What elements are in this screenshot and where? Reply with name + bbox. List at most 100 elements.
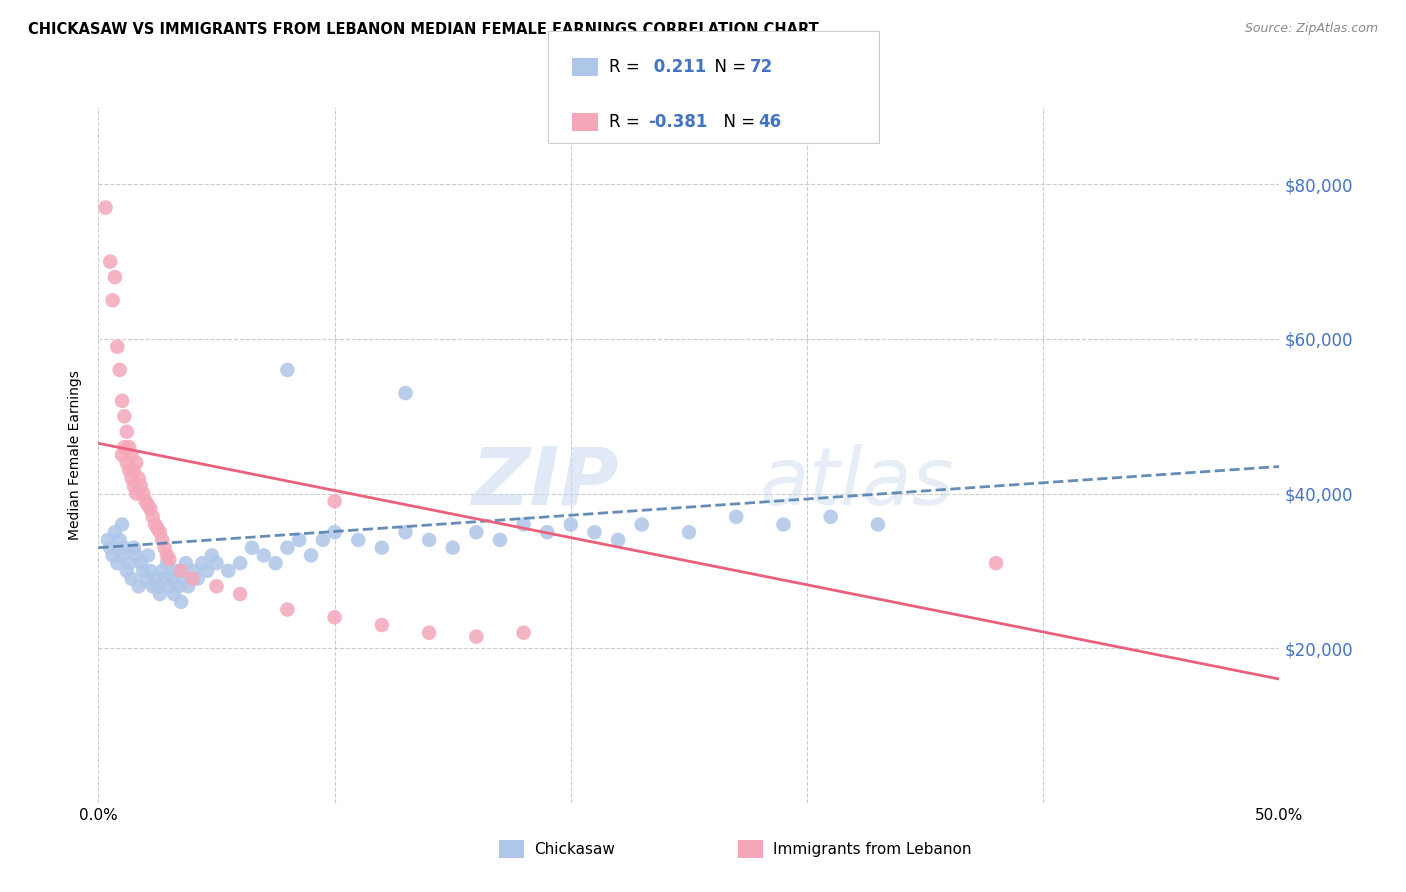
Point [177,579,200,593]
Point [98,541,121,555]
Point [115,456,138,470]
Point [174,556,197,570]
Point [118,556,141,570]
Point [772,517,794,532]
Point [94,201,117,215]
Point [276,602,298,616]
Point [125,456,148,470]
Point [142,509,165,524]
Point [122,541,145,555]
Point [165,564,187,578]
Point [118,463,141,477]
Point [150,564,173,578]
Point [121,448,143,462]
Point [489,533,512,547]
Point [240,541,263,555]
Text: atlas: atlas [759,443,955,522]
Point [191,556,214,570]
Text: 0.211: 0.211 [648,58,706,76]
Point [583,525,606,540]
Point [122,479,145,493]
Point [128,579,150,593]
Point [153,541,176,555]
Point [323,494,346,508]
Point [170,595,193,609]
Point [132,486,155,500]
Point [465,525,488,540]
Point [111,448,134,462]
Point [105,340,128,354]
Point [418,625,440,640]
Point [607,533,630,547]
Point [121,572,143,586]
Point [111,393,134,408]
Point [181,572,204,586]
Point [465,630,488,644]
Point [111,549,134,563]
Point [142,579,165,593]
Point [129,479,152,493]
Text: N =: N = [713,113,761,131]
Point [111,517,134,532]
Point [136,549,159,563]
Point [105,556,128,570]
Point [323,610,346,624]
Point [121,471,143,485]
Point [229,587,252,601]
Point [115,564,138,578]
Point [128,471,150,485]
Text: R =: R = [609,113,645,131]
Y-axis label: Median Female Earnings: Median Female Earnings [69,370,83,540]
Point [678,525,700,540]
Point [108,533,131,547]
Point [371,541,394,555]
Point [156,549,179,563]
Point [820,509,842,524]
Text: Source: ZipAtlas.com: Source: ZipAtlas.com [1244,22,1378,36]
Point [187,572,209,586]
Point [418,533,440,547]
Text: -0.381: -0.381 [648,113,707,131]
Text: ZIP: ZIP [471,443,619,522]
Text: 72: 72 [749,58,773,76]
Point [725,509,748,524]
Point [101,293,124,308]
Point [104,270,127,285]
Point [347,533,370,547]
Point [115,425,138,439]
Point [160,572,183,586]
Point [371,618,394,632]
Point [394,525,416,540]
Point [560,517,582,532]
Point [129,556,152,570]
Point [135,572,157,586]
Point [205,556,228,570]
Point [630,517,652,532]
Text: Chickasaw: Chickasaw [534,842,616,856]
Point [195,564,218,578]
Point [139,502,162,516]
Point [441,541,464,555]
Text: CHICKASAW VS IMMIGRANTS FROM LEBANON MEDIAN FEMALE EARNINGS CORRELATION CHART: CHICKASAW VS IMMIGRANTS FROM LEBANON MED… [28,22,818,37]
Point [512,517,534,532]
Point [143,572,166,586]
Point [866,517,889,532]
Point [143,517,166,532]
Point [276,541,298,555]
Point [146,579,169,593]
Point [201,549,224,563]
Point [136,498,159,512]
Point [312,533,335,547]
Point [205,579,228,593]
Point [139,564,162,578]
Point [149,587,172,601]
Point [288,533,311,547]
Point [118,440,141,454]
Point [167,579,190,593]
Point [217,564,239,578]
Point [181,564,204,578]
Point [122,463,145,477]
Point [104,525,127,540]
Point [97,533,120,547]
Point [157,552,180,566]
